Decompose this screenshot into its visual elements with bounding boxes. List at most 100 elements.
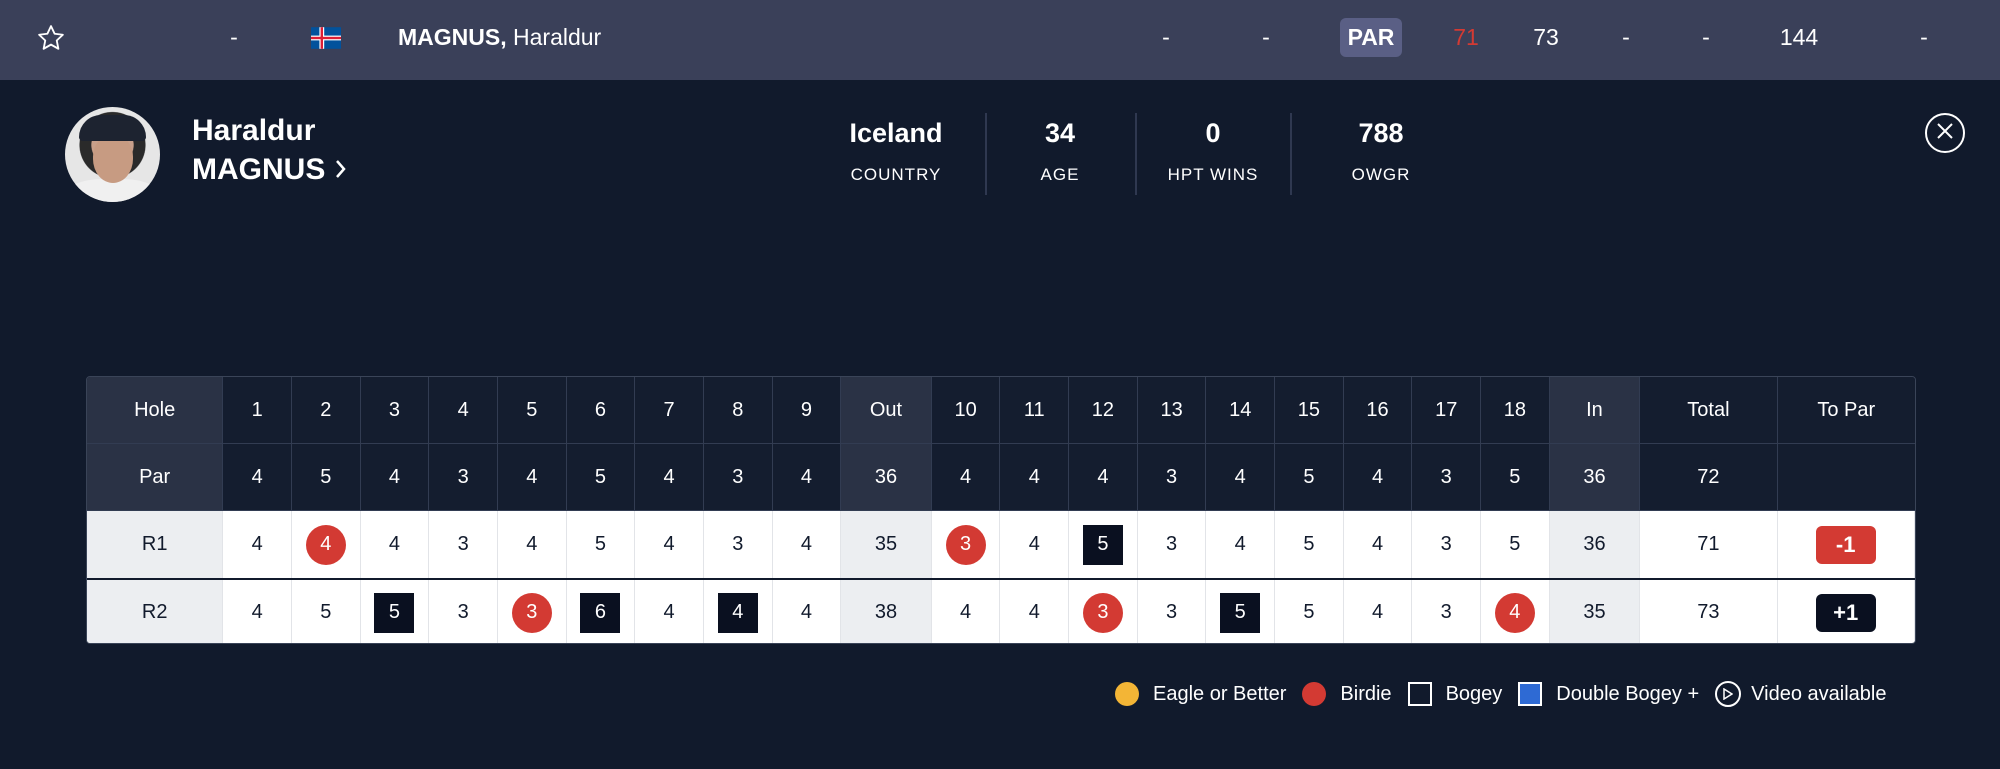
score-value: 4 xyxy=(800,533,812,555)
header-label: Hole xyxy=(87,377,224,444)
header-topar: To Par xyxy=(1777,377,1915,444)
header-cell: 8 xyxy=(703,377,773,444)
stat-owgr: 788 OWGR xyxy=(1351,117,1411,185)
player-name-link[interactable]: MAGNUS, Haraldur xyxy=(398,0,601,75)
round-out: 38 xyxy=(841,580,932,643)
hole-score: 3 xyxy=(498,580,567,643)
hole-score: 3 xyxy=(932,511,1001,578)
par-total: 72 xyxy=(1640,444,1778,511)
legend-double-bogey: Double Bogey + xyxy=(1518,682,1699,706)
player-last-name-heading: MAGNUS xyxy=(192,153,326,186)
bogey-marker: 5 xyxy=(1220,592,1261,633)
score-value: 4 xyxy=(1234,533,1246,555)
par-cell: 3 xyxy=(703,444,773,511)
score-value: 5 xyxy=(1303,601,1315,623)
score-value: 4 xyxy=(663,601,675,623)
round-row[interactable]: R1 4 4 4 3 4 5 4 3 4 35 3 4 5 3 4 5 4 3 5 36 71 -1 xyxy=(87,511,1915,578)
hole-score: 4 xyxy=(932,580,1001,643)
header-cell: 10 xyxy=(931,377,1001,444)
header-row: Hole 1 2 3 4 5 6 7 8 9 Out 10 11 12 13 14 15 16 17 18 In Tota… xyxy=(87,377,1915,444)
hole-score: 3 xyxy=(1138,580,1207,643)
round-to-par: -1 xyxy=(1778,511,1915,578)
total-score: 144 xyxy=(1779,24,1819,50)
score-legend: Eagle or Better Birdie Bogey Double Boge… xyxy=(1115,680,1886,708)
score-value: 4 xyxy=(526,533,538,555)
round-out: 35 xyxy=(841,511,932,578)
par-label: Par xyxy=(87,444,224,511)
header-cell: 2 xyxy=(291,377,361,444)
stat-country: Iceland COUNTRY xyxy=(849,117,943,185)
round-2-score: 73 xyxy=(1533,24,1559,50)
close-icon xyxy=(1936,122,1954,145)
hole-score: 4 xyxy=(292,511,361,578)
summary-col-b: - xyxy=(1262,24,1270,50)
score-value: 3 xyxy=(1440,533,1452,555)
iceland-flag-icon xyxy=(311,0,341,75)
bogey-marker: 6 xyxy=(580,592,621,633)
hole-score: 4 xyxy=(361,511,430,578)
hole-score: 5 xyxy=(1275,511,1344,578)
hole-score: 5 xyxy=(567,511,636,578)
header-cell: 9 xyxy=(772,377,842,444)
hole-score: 3 xyxy=(1412,580,1482,643)
birdie-marker: 4 xyxy=(305,524,346,565)
hole-score: 5 xyxy=(1275,580,1344,643)
par-cell: 5 xyxy=(566,444,636,511)
score-value: 4 xyxy=(663,533,675,555)
stat-divider xyxy=(985,113,987,195)
stat-divider xyxy=(1290,113,1292,195)
position-value: - xyxy=(230,24,238,50)
hole-score: 4 xyxy=(635,511,704,578)
score-value: 4 xyxy=(1028,601,1040,623)
bogey-marker: 5 xyxy=(1082,524,1123,565)
round-3-score: - xyxy=(1622,24,1630,50)
par-cell: 4 xyxy=(772,444,842,511)
round-label: R2 xyxy=(87,580,224,643)
hole-score: 4 xyxy=(1206,511,1276,578)
score-value: 4 xyxy=(251,601,263,623)
round-4-score: - xyxy=(1702,24,1710,50)
par-out: 36 xyxy=(841,444,932,511)
hole-score: 3 xyxy=(1138,511,1207,578)
hole-score: 5 xyxy=(1069,511,1138,578)
hole-score: 3 xyxy=(1069,580,1138,643)
header-in: In xyxy=(1549,377,1641,444)
par-cell: 4 xyxy=(931,444,1001,511)
par-cell: 4 xyxy=(360,444,430,511)
hole-score: 3 xyxy=(429,580,498,643)
score-value: 4 xyxy=(1371,533,1384,555)
hole-score: 4 xyxy=(1344,511,1413,578)
player-avatar xyxy=(65,107,160,202)
par-cell: 4 xyxy=(497,444,567,511)
stat-hpt-wins: 0 HPT WINS xyxy=(1167,117,1259,185)
par-cell: 5 xyxy=(1275,444,1344,511)
par-cell: 5 xyxy=(1481,444,1550,511)
hole-score: 5 xyxy=(1206,580,1276,643)
hole-score: 5 xyxy=(361,580,430,643)
header-cell: 17 xyxy=(1412,377,1482,444)
par-cell: 4 xyxy=(1069,444,1138,511)
leaderboard-row[interactable]: - MAGNUS, Haraldur - - PAR 71 73 - - 144… xyxy=(0,0,2000,80)
hole-score: 6 xyxy=(567,580,636,643)
birdie-swatch xyxy=(1302,682,1327,706)
score-value: 4 xyxy=(960,601,972,623)
hole-score: 3 xyxy=(704,511,773,578)
score-value: 4 xyxy=(800,601,812,623)
player-profile-link[interactable]: MAGNUS xyxy=(192,153,347,187)
score-value: 4 xyxy=(1028,533,1040,555)
hole-score: 4 xyxy=(223,511,292,578)
round-row[interactable]: R2 4 5 5 3 3 6 4 4 4 38 4 4 3 3 5 5 4 3 4 35 73 +1 xyxy=(87,578,1915,643)
bogey-marker: 5 xyxy=(374,592,415,633)
close-button[interactable] xyxy=(1925,113,1965,153)
round-label: R1 xyxy=(87,511,224,578)
header-cell: 4 xyxy=(429,377,498,444)
par-cell: 3 xyxy=(1137,444,1207,511)
header-total: Total xyxy=(1640,377,1778,444)
par-cell: 4 xyxy=(1206,444,1276,511)
scorecard-table: Hole 1 2 3 4 5 6 7 8 9 Out 10 11 12 13 14 15 16 17 18 In Tota… xyxy=(86,376,1916,644)
par-topar xyxy=(1777,444,1915,511)
par-in: 36 xyxy=(1549,444,1641,511)
header-cell: 3 xyxy=(360,377,430,444)
favorite-star-icon[interactable] xyxy=(36,0,68,75)
par-cell: 3 xyxy=(429,444,498,511)
